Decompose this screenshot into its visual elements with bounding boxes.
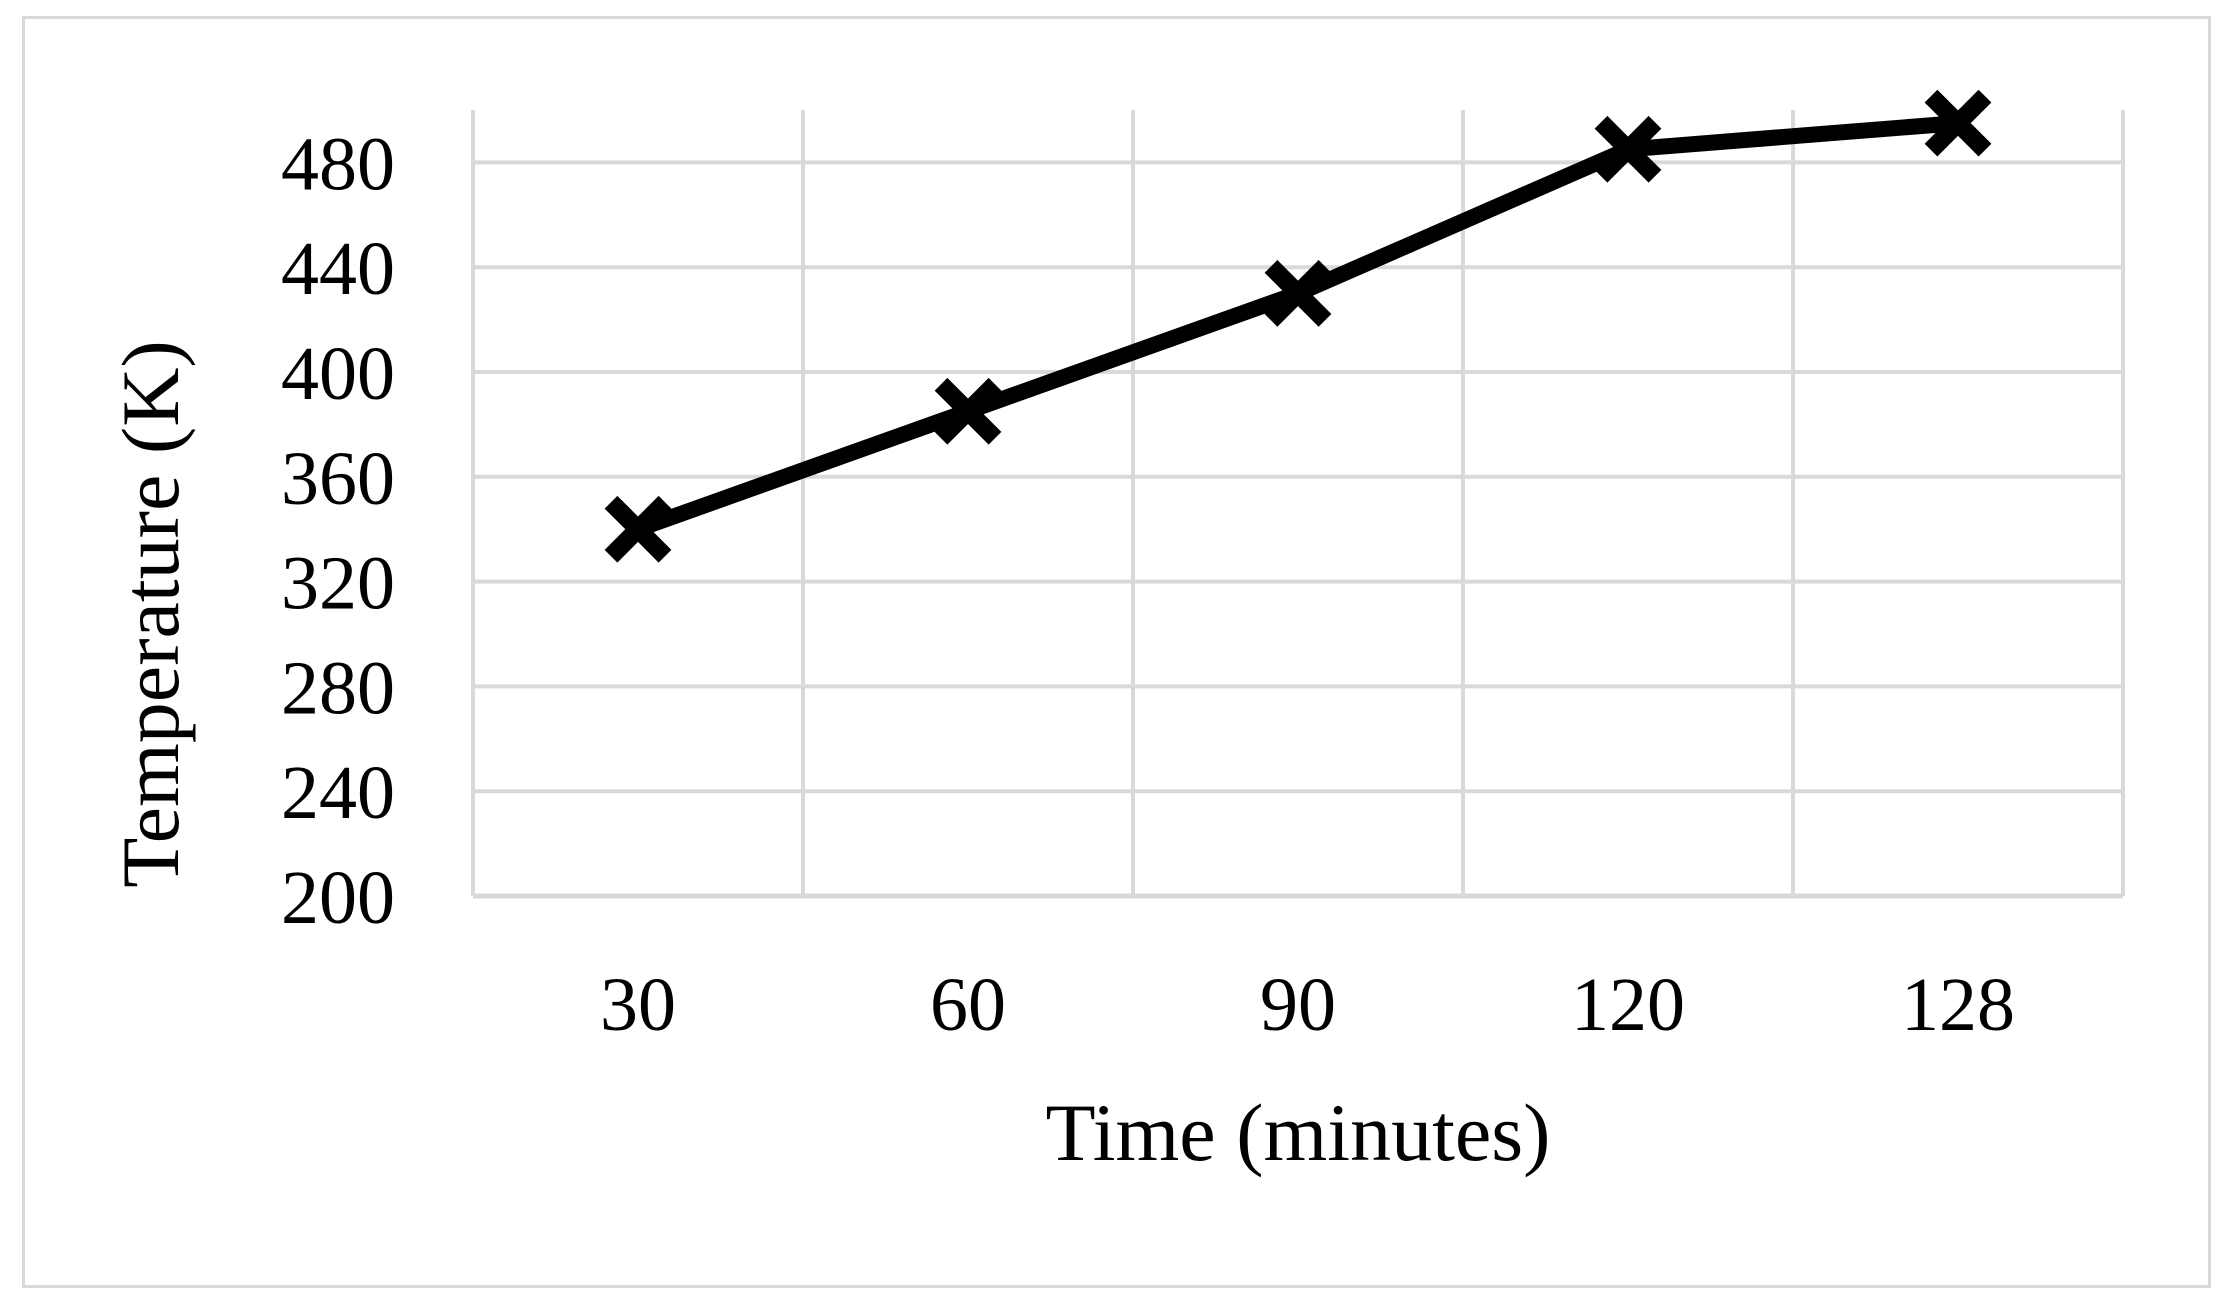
data-point [1924,89,1992,157]
x-axis-label: Time (minutes) [1046,1087,1551,1178]
grid [471,110,2125,896]
chart-frame [22,16,2211,1288]
series [604,89,1992,563]
x-tick-label: 30 [600,963,676,1047]
y-tick-label: 200 [281,856,395,940]
marker-stroke [1264,260,1332,327]
x-tick-labels: 30 60 90 120 128 [600,963,2015,1047]
y-tick-label: 320 [281,542,395,626]
y-tick-label: 280 [281,646,395,730]
x-tick-label: 120 [1571,963,1685,1047]
marker-stroke [604,495,672,563]
y-tick-label: 400 [281,332,395,416]
marker-stroke [934,377,1002,445]
data-point [1264,260,1332,327]
y-axis-label: Temperature (K) [105,340,196,887]
data-point [604,495,672,563]
data-point [1594,115,1662,183]
y-tick-labels: 200 240 280 320 360 400 440 480 [281,122,395,940]
data-point [934,377,1002,445]
marker-stroke [1924,89,1992,157]
series-line [635,115,1959,537]
marker-stroke [1594,115,1662,183]
y-tick-label: 240 [281,751,395,835]
x-tick-label: 90 [1260,963,1336,1047]
y-tick-label: 440 [281,227,395,311]
y-tick-label: 480 [281,122,395,206]
x-tick-label: 60 [930,963,1006,1047]
x-tick-label: 128 [1901,963,2015,1047]
y-tick-label: 360 [281,437,395,521]
